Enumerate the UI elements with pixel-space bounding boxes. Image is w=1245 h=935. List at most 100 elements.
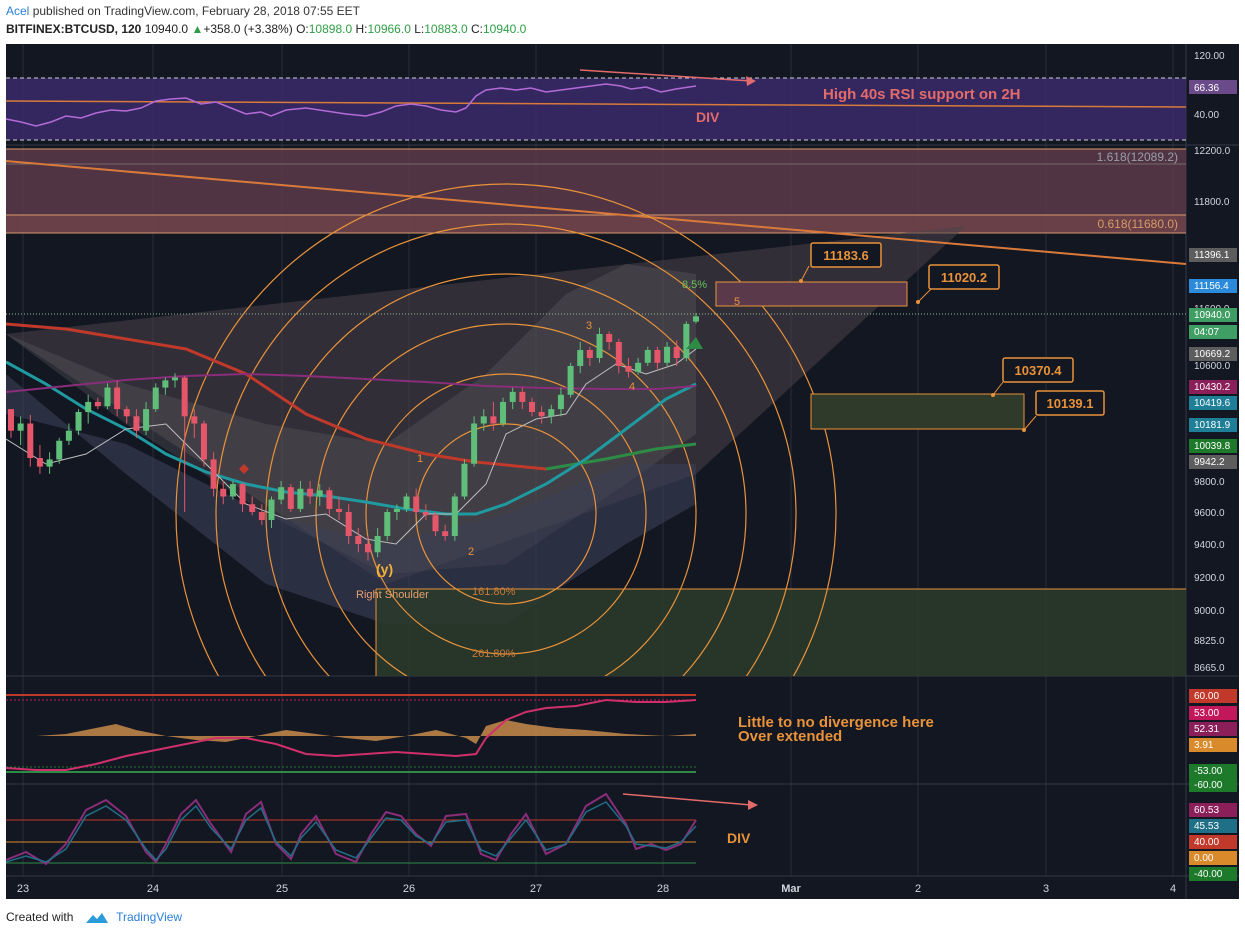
axis-badge bbox=[1189, 819, 1237, 833]
svg-text:2: 2 bbox=[915, 883, 921, 895]
axis-badge-label: 52.31 bbox=[1194, 724, 1219, 735]
svg-text:(y): (y) bbox=[376, 561, 393, 577]
svg-text:23: 23 bbox=[17, 883, 29, 895]
chart-area[interactable]: DIV High 40s RSI support on 2H bbox=[5, 44, 1239, 899]
candle-body bbox=[422, 512, 429, 516]
ohlc-line: BITFINEX:BTCUSD, 120 10940.0 ▲+358.0 (+3… bbox=[6, 22, 527, 36]
candle-body bbox=[133, 416, 140, 431]
svg-text:66.36: 66.36 bbox=[1194, 83, 1219, 94]
axis-badge bbox=[1189, 347, 1237, 361]
triangle-marker-icon bbox=[686, 337, 703, 349]
stoch-k bbox=[5, 792, 697, 866]
candle-body bbox=[287, 487, 294, 509]
candle-body bbox=[635, 362, 642, 372]
candle-body bbox=[490, 416, 497, 424]
candle-body bbox=[625, 366, 632, 372]
rsi-line bbox=[5, 83, 697, 127]
candle-body bbox=[27, 423, 34, 458]
svg-text:12200.0: 12200.0 bbox=[1194, 146, 1231, 157]
chart-svg[interactable]: DIV High 40s RSI support on 2H bbox=[5, 44, 1239, 899]
callout-11183 bbox=[810, 242, 882, 268]
macd-pane: Little to no divergence here Over extend… bbox=[5, 694, 934, 773]
candle-body bbox=[297, 488, 304, 509]
candle-body bbox=[56, 440, 63, 460]
axis-badge-label: 10430.2 bbox=[1194, 382, 1231, 393]
wedge-area bbox=[6, 226, 966, 584]
axis-badge-label: 60.00 bbox=[1194, 691, 1219, 702]
target-box-upper bbox=[715, 281, 908, 307]
svg-text:1: 1 bbox=[417, 453, 423, 465]
svg-text:1.618(12089.2): 1.618(12089.2) bbox=[1097, 150, 1178, 164]
candle-body bbox=[104, 387, 111, 407]
svg-text:8665.0: 8665.0 bbox=[1194, 663, 1225, 674]
footer: Created with TradingView bbox=[6, 910, 182, 924]
axis-badge-label: 10181.9 bbox=[1194, 420, 1231, 431]
axis-badge-label: 11156.4 bbox=[1194, 281, 1229, 292]
candle-body bbox=[220, 488, 227, 497]
close-value: 10940.0 bbox=[482, 22, 527, 36]
candle-body bbox=[181, 377, 188, 417]
axis-badge bbox=[1189, 851, 1237, 865]
axis-badge-label: -53.00 bbox=[1194, 766, 1223, 777]
candle-body bbox=[210, 459, 217, 489]
candle-body bbox=[36, 458, 43, 467]
right-axis: 120.00 40.00 66.36 12200.0 11800.0 11600… bbox=[1189, 51, 1237, 881]
candle-body bbox=[307, 488, 314, 497]
callout-10139 bbox=[1035, 390, 1105, 416]
svg-text:8825.0: 8825.0 bbox=[1194, 636, 1225, 647]
candle-body bbox=[162, 380, 169, 388]
candle-body bbox=[664, 346, 671, 363]
axis-badge bbox=[1189, 738, 1237, 752]
svg-text:120.00: 120.00 bbox=[1194, 51, 1225, 62]
axis-badge bbox=[1189, 248, 1237, 262]
svg-text:3: 3 bbox=[586, 320, 592, 332]
axis-badge-label: -60.00 bbox=[1194, 780, 1223, 791]
axis-badge-label: 60.53 bbox=[1194, 805, 1219, 816]
candle-body bbox=[17, 423, 24, 431]
svg-text:4: 4 bbox=[629, 381, 635, 393]
rsi-div-arrow bbox=[579, 69, 752, 82]
macd-badges: 60.00 53.00 52.31 3.91 -53.00 -60.00 bbox=[1189, 689, 1237, 792]
candle-body bbox=[548, 409, 555, 417]
rsi-band bbox=[6, 78, 1186, 140]
candle-body bbox=[258, 512, 265, 520]
svg-text:Right Shoulder: Right Shoulder bbox=[356, 589, 429, 601]
descending-trendline bbox=[6, 160, 1186, 265]
candle-body bbox=[249, 504, 256, 512]
candle-body bbox=[239, 484, 246, 505]
tradingview-link[interactable]: TradingView bbox=[116, 910, 183, 924]
axis-badge bbox=[1189, 325, 1237, 339]
axis-badge-label: 11396.1 bbox=[1194, 250, 1230, 261]
change-value: +358.0 (+3.38%) bbox=[203, 22, 293, 36]
candle-body bbox=[461, 463, 468, 497]
axis-badge bbox=[1189, 380, 1237, 394]
candle-body bbox=[654, 350, 661, 363]
candle-body bbox=[364, 544, 371, 553]
axis-badge-label: 3.91 bbox=[1194, 740, 1214, 751]
axis-badge bbox=[1189, 867, 1237, 881]
svg-text:161.80%: 161.80% bbox=[472, 586, 516, 598]
axis-badge-label: 10419.6 bbox=[1194, 398, 1231, 409]
candle-body bbox=[278, 487, 285, 500]
rsi-div-label: DIV bbox=[696, 109, 720, 125]
axis-badge-label: 40.00 bbox=[1194, 837, 1219, 848]
author-link[interactable]: Acel bbox=[6, 4, 30, 18]
svg-text:28: 28 bbox=[657, 883, 669, 895]
candle-body bbox=[577, 350, 584, 366]
candle-body bbox=[268, 499, 275, 520]
candle-body bbox=[606, 334, 613, 342]
axis-badge-label: 04:07 bbox=[1194, 327, 1219, 338]
candle-body bbox=[152, 387, 159, 410]
candle-body bbox=[393, 508, 400, 512]
axis-badge-label: 0.00 bbox=[1194, 853, 1214, 864]
candle-body bbox=[384, 512, 391, 536]
candle-body bbox=[336, 508, 343, 512]
symbol-label: BITFINEX:BTCUSD, 120 bbox=[6, 22, 142, 36]
macd-note-1: Little to no divergence here bbox=[738, 714, 934, 731]
candle-body bbox=[644, 350, 651, 363]
axis-badge bbox=[1189, 722, 1237, 736]
candle-body bbox=[200, 423, 207, 460]
axis-badge bbox=[1189, 835, 1237, 849]
x-axis: 23 24 25 26 27 28 Mar 2 3 4 bbox=[17, 883, 1176, 895]
candle-body bbox=[451, 496, 458, 536]
